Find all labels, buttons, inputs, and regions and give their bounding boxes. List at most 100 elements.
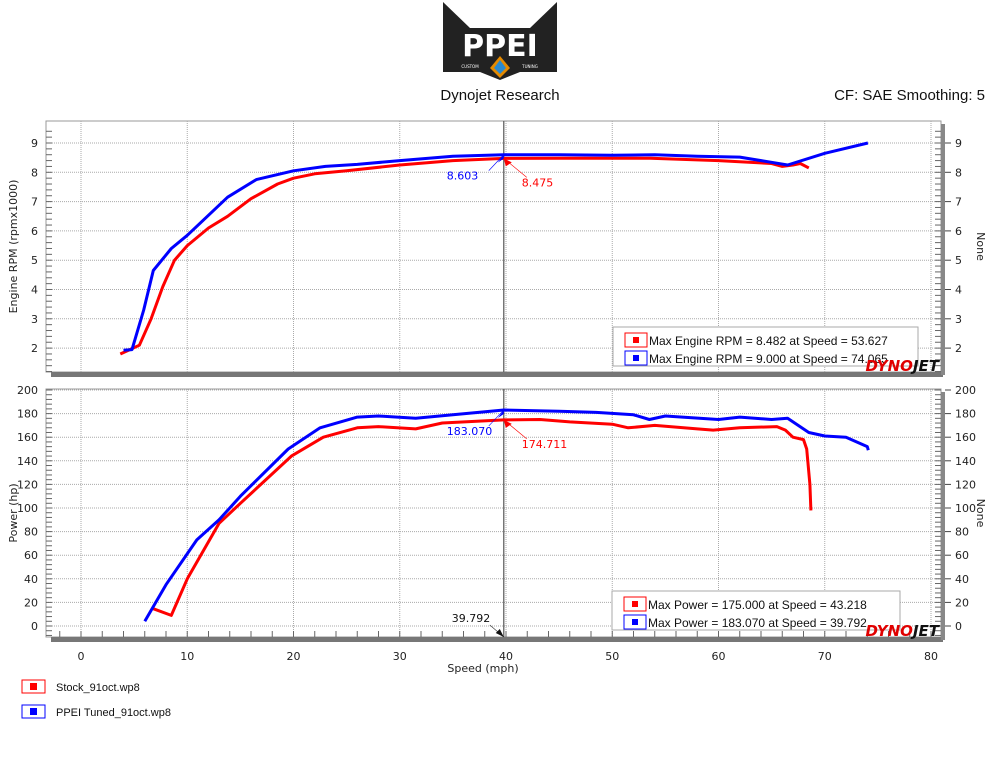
cursor-speed-label: 39.792	[452, 612, 491, 625]
annotation-leader	[488, 409, 505, 427]
y-tick-label-left: 9	[31, 137, 38, 150]
header: PPEI CUSTOM TUNING Dynojet Research CF: …	[440, 2, 985, 104]
x-axis-label: Speed (mph)	[447, 662, 518, 675]
y-tick-label-left: 40	[24, 573, 38, 586]
y-tick-label-left: 160	[17, 431, 38, 444]
annotation-label: 183.070	[447, 425, 493, 438]
y-tick-label-right: 160	[955, 431, 976, 444]
x-tick-label: 80	[924, 650, 938, 663]
y-tick-label-left: 120	[17, 478, 38, 491]
y-tick-label-left: 200	[17, 384, 38, 397]
legend-swatch	[632, 601, 638, 607]
y-tick-label-right: 3	[955, 313, 962, 326]
legend-swatch-border	[624, 332, 648, 348]
logo-sub-left: CUSTOM	[461, 64, 479, 69]
dynojet-watermark: DYNOJET	[865, 622, 940, 640]
y-axis-label-right: None	[974, 499, 987, 528]
x-tick-label: 40	[499, 650, 513, 663]
legend-entry: Max Engine RPM = 9.000 at Speed = 74.065	[649, 352, 888, 366]
x-tick-label: 60	[712, 650, 726, 663]
file-legend-item-stock[interactable]: Stock_91oct.wp8	[21, 679, 140, 694]
plot-bottom-bar	[51, 637, 943, 642]
legend-swatch-border	[624, 350, 648, 366]
stock-line	[151, 418, 813, 617]
y-tick-label-right: 0	[955, 620, 962, 633]
y-tick-label-right: 40	[955, 573, 969, 586]
y-tick-label-left: 6	[31, 225, 38, 238]
y-tick-label-left: 140	[17, 455, 38, 468]
y-tick-label-left: 0	[31, 620, 38, 633]
tuned-file-name: PPEI Tuned_91oct.wp8	[56, 707, 171, 719]
y-tick-label-right: 100	[955, 502, 976, 515]
y-tick-label-left: 5	[31, 254, 38, 267]
y-tick-label-left: 180	[17, 408, 38, 421]
plot-bottom-bar	[51, 372, 943, 377]
y-tick-label-right: 2	[955, 342, 962, 355]
y-tick-label-left: 60	[24, 549, 38, 562]
legend-swatch	[633, 355, 639, 361]
file-legend: Stock_91oct.wp8 PPEI Tuned_91oct.wp8	[21, 679, 171, 719]
y-axis-label-left: Engine RPM (rpmx1000)	[7, 180, 20, 314]
x-tick-label: 70	[818, 650, 832, 663]
x-tick-label: 50	[605, 650, 619, 663]
file-legend-item-tuned[interactable]: PPEI Tuned_91oct.wp8	[21, 704, 171, 719]
cursor-arrow	[495, 629, 504, 637]
y-tick-label-right: 180	[955, 408, 976, 421]
x-tick-label: 10	[180, 650, 194, 663]
legend-swatch	[632, 619, 638, 625]
legend-entry: Max Power = 175.000 at Speed = 43.218	[648, 598, 867, 612]
annotation-label: 8.603	[447, 170, 479, 183]
y-tick-label-right: 20	[955, 596, 969, 609]
legend-entry: Max Engine RPM = 8.482 at Speed = 53.627	[649, 334, 888, 348]
max-legend-box	[611, 590, 901, 631]
x-tick-label: 20	[287, 650, 301, 663]
y-tick-label-right: 6	[955, 225, 962, 238]
legend-swatch-border	[623, 614, 647, 630]
annotation-label: 8.475	[522, 176, 554, 189]
y-tick-label-left: 8	[31, 166, 38, 179]
y-tick-label-right: 80	[955, 526, 969, 539]
y-tick-label-left: 3	[31, 313, 38, 326]
rpm-panel: 2 2 3 3 4 4 5 5 6 6 7 7 8 8 9 9 Engine RPM (rpmx1000) Non…	[7, 120, 987, 377]
y-tick-label-right: 60	[955, 549, 969, 562]
logo-sub-right: TUNING	[521, 64, 538, 69]
report-title: Dynojet Research	[440, 87, 559, 104]
x-tick-label: 30	[393, 650, 407, 663]
plot-right-bar	[941, 124, 945, 375]
stock-file-name: Stock_91oct.wp8	[56, 682, 140, 694]
y-tick-label-right: 9	[955, 137, 962, 150]
annotation-label: 174.711	[522, 438, 568, 451]
correction-factor: CF: SAE Smoothing: 5	[834, 87, 985, 104]
annotation-arrow	[497, 154, 504, 163]
y-tick-label-left: 4	[31, 284, 38, 297]
x-tick-label: 0	[78, 650, 85, 663]
y-axis-label-left: Power (hp)	[7, 483, 20, 542]
y-tick-label-right: 140	[955, 455, 976, 468]
ppei-logo: PPEI CUSTOM TUNING	[443, 2, 557, 80]
plot-right-bar	[941, 392, 945, 640]
y-tick-label-right: 5	[955, 254, 962, 267]
y-tick-label-right: 7	[955, 196, 962, 209]
y-tick-label-left: 2	[31, 342, 38, 355]
tuned-line	[143, 408, 870, 623]
legend-swatch	[633, 337, 639, 343]
tuned-swatch	[30, 708, 37, 715]
y-tick-label-right: 200	[955, 384, 976, 397]
y-tick-label-left: 7	[31, 196, 38, 209]
legend-entry: Max Power = 183.070 at Speed = 39.792	[648, 616, 867, 630]
annotation-arrow	[497, 409, 504, 418]
tuned-line	[123, 141, 869, 352]
y-tick-label-right: 120	[955, 478, 976, 491]
y-tick-label-right: 8	[955, 166, 962, 179]
annotation-arrow	[503, 419, 512, 428]
power-panel: 0 10 20 30 40 50 60 70 80 0 0 20 20 40 40 60 60 80 80 100 10…	[7, 384, 987, 663]
y-tick-label-right: 4	[955, 284, 962, 297]
dynojet-watermark: DYNOJET	[865, 357, 940, 375]
y-axis-label-right: None	[974, 232, 987, 261]
max-legend-box	[612, 326, 919, 367]
stock-swatch	[30, 683, 37, 690]
annotation-leader	[488, 154, 505, 171]
y-tick-label-left: 20	[24, 596, 38, 609]
annotation-arrow	[503, 158, 512, 167]
